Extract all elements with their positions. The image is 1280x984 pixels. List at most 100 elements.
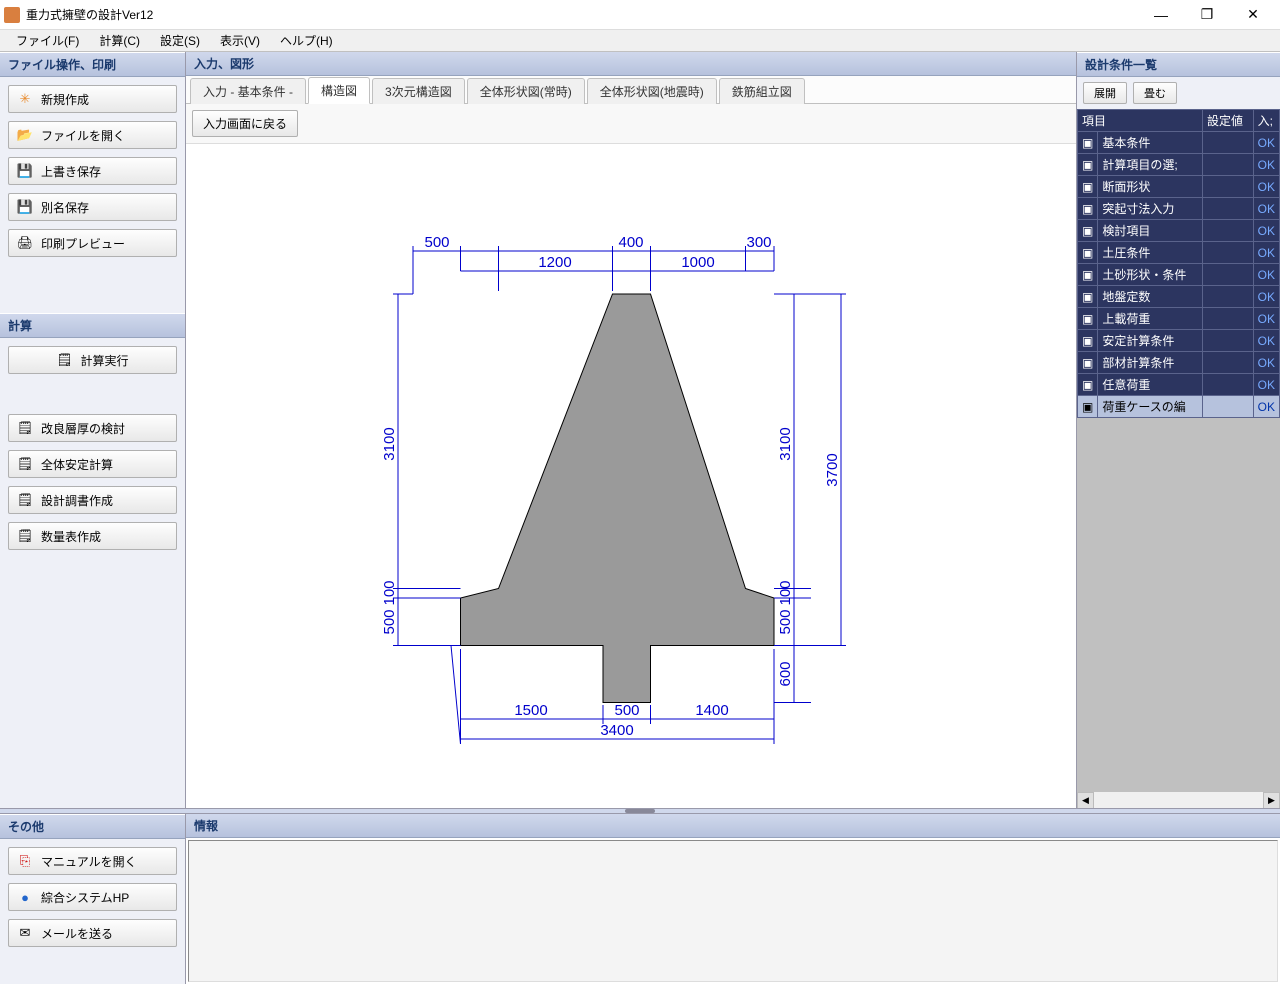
expand-icon[interactable]: ▣ — [1078, 286, 1098, 308]
sub-toolbar: 入力画面に戻る — [186, 104, 1076, 144]
expand-icon[interactable]: ▣ — [1078, 176, 1098, 198]
tab-shape-normal[interactable]: 全体形状図(常時) — [467, 78, 585, 104]
doc-icon: 🗒 — [17, 420, 33, 436]
pdf-icon: ⎘ — [17, 853, 33, 869]
new-button[interactable]: ✳新規作成 — [8, 85, 177, 113]
maximize-button[interactable]: ❐ — [1184, 0, 1230, 30]
menu-calc[interactable]: 計算(C) — [89, 30, 150, 51]
expand-button[interactable]: 展開 — [1083, 82, 1127, 104]
expand-icon[interactable]: ▣ — [1078, 220, 1098, 242]
tab-rebar[interactable]: 鉄筋組立図 — [719, 78, 805, 104]
back-button[interactable]: 入力画面に戻る — [192, 110, 298, 137]
cond-value[interactable] — [1203, 352, 1254, 374]
cond-status: OK — [1253, 286, 1279, 308]
svg-text:1000: 1000 — [681, 254, 714, 271]
cond-status: OK — [1253, 154, 1279, 176]
svg-text:3100: 3100 — [381, 427, 398, 460]
expand-icon[interactable]: ▣ — [1078, 132, 1098, 154]
cond-value[interactable] — [1203, 286, 1254, 308]
cond-item[interactable]: 荷重ケースの編 — [1098, 396, 1203, 418]
scroll-left-icon[interactable]: ◀ — [1077, 792, 1094, 809]
svg-text:500: 500 — [777, 609, 794, 634]
cond-value[interactable] — [1203, 132, 1254, 154]
cond-value[interactable] — [1203, 308, 1254, 330]
saveas-button[interactable]: 💾別名保存 — [8, 193, 177, 221]
cond-value[interactable] — [1203, 242, 1254, 264]
h-scrollbar[interactable]: ◀ ▶ — [1077, 791, 1280, 808]
expand-icon[interactable]: ▣ — [1078, 396, 1098, 418]
cond-item[interactable]: 計算項目の選; — [1098, 154, 1203, 176]
col-value[interactable]: 設定値 — [1203, 110, 1254, 132]
other-header: その他 — [0, 814, 185, 839]
stability-button[interactable]: 🗒全体安定計算 — [8, 450, 177, 478]
cond-item[interactable]: 任意荷重 — [1098, 374, 1203, 396]
menu-file[interactable]: ファイル(F) — [6, 30, 89, 51]
print-button[interactable]: 🖨印刷プレビュー — [8, 229, 177, 257]
quantity-button[interactable]: 🗒数量表作成 — [8, 522, 177, 550]
drawing-area[interactable]: 500 1200 400 1000 300 3100 100 500 — [186, 144, 1076, 808]
cond-item[interactable]: 部材計算条件 — [1098, 352, 1203, 374]
cond-item[interactable]: 断面形状 — [1098, 176, 1203, 198]
runcalc-button[interactable]: 🗒計算実行 — [8, 346, 177, 374]
save-button[interactable]: 💾上書き保存 — [8, 157, 177, 185]
info-body[interactable] — [188, 840, 1278, 982]
cond-value[interactable] — [1203, 374, 1254, 396]
menu-view[interactable]: 表示(V) — [210, 30, 270, 51]
title-bar: 重力式擁壁の設計Ver12 ― ❐ ✕ — [0, 0, 1280, 30]
tab-structure[interactable]: 構造図 — [308, 77, 370, 104]
saveas-icon: 💾 — [17, 199, 33, 215]
col-in[interactable]: 入; — [1253, 110, 1279, 132]
conditions-blank — [1077, 418, 1280, 791]
menu-bar: ファイル(F) 計算(C) 設定(S) 表示(V) ヘルプ(H) — [0, 30, 1280, 52]
cond-value[interactable] — [1203, 154, 1254, 176]
doc-icon: 🗒 — [17, 528, 33, 544]
cond-item[interactable]: 地盤定数 — [1098, 286, 1203, 308]
cond-value[interactable] — [1203, 176, 1254, 198]
expand-icon[interactable]: ▣ — [1078, 374, 1098, 396]
report-button[interactable]: 🗒設計調書作成 — [8, 486, 177, 514]
menu-help[interactable]: ヘルプ(H) — [270, 30, 343, 51]
expand-icon[interactable]: ▣ — [1078, 198, 1098, 220]
tab-input[interactable]: 入力 - 基本条件 - — [190, 78, 306, 104]
cond-item[interactable]: 土圧条件 — [1098, 242, 1203, 264]
svg-text:1200: 1200 — [538, 254, 571, 271]
cond-status: OK — [1253, 198, 1279, 220]
col-item[interactable]: 項目 — [1078, 110, 1203, 132]
expand-icon[interactable]: ▣ — [1078, 242, 1098, 264]
expand-icon[interactable]: ▣ — [1078, 154, 1098, 176]
svg-text:3700: 3700 — [824, 453, 841, 486]
print-icon: 🖨 — [17, 235, 33, 251]
cond-item[interactable]: 基本条件 — [1098, 132, 1203, 154]
cond-value[interactable] — [1203, 330, 1254, 352]
open-button[interactable]: 📂ファイルを開く — [8, 121, 177, 149]
expand-icon[interactable]: ▣ — [1078, 264, 1098, 286]
cond-value[interactable] — [1203, 396, 1254, 418]
cond-item[interactable]: 土砂形状・条件 — [1098, 264, 1203, 286]
cond-item[interactable]: 上載荷重 — [1098, 308, 1203, 330]
collapse-button[interactable]: 畳む — [1133, 82, 1177, 104]
structure-drawing: 500 1200 400 1000 300 3100 100 500 — [211, 144, 1051, 808]
cond-value[interactable] — [1203, 220, 1254, 242]
close-button[interactable]: ✕ — [1230, 0, 1276, 30]
cond-item[interactable]: 検討項目 — [1098, 220, 1203, 242]
tab-shape-seismic[interactable]: 全体形状図(地震時) — [587, 78, 717, 104]
manual-button[interactable]: ⎘マニュアルを開く — [8, 847, 177, 875]
minimize-button[interactable]: ― — [1138, 0, 1184, 30]
mail-button[interactable]: ✉メールを送る — [8, 919, 177, 947]
scroll-right-icon[interactable]: ▶ — [1263, 792, 1280, 809]
center-header: 入力、図形 — [186, 52, 1076, 76]
menu-settings[interactable]: 設定(S) — [150, 30, 210, 51]
tab-3d[interactable]: 3次元構造図 — [372, 78, 465, 104]
cond-status: OK — [1253, 330, 1279, 352]
layer-button[interactable]: 🗒改良層厚の検討 — [8, 414, 177, 442]
info-header: 情報 — [186, 814, 1280, 838]
expand-icon[interactable]: ▣ — [1078, 352, 1098, 374]
expand-icon[interactable]: ▣ — [1078, 330, 1098, 352]
cond-value[interactable] — [1203, 264, 1254, 286]
homepage-button[interactable]: ●綜合システムHP — [8, 883, 177, 911]
expand-icon[interactable]: ▣ — [1078, 308, 1098, 330]
cond-value[interactable] — [1203, 198, 1254, 220]
svg-text:3400: 3400 — [600, 722, 633, 739]
cond-item[interactable]: 安定計算条件 — [1098, 330, 1203, 352]
cond-item[interactable]: 突起寸法入力 — [1098, 198, 1203, 220]
